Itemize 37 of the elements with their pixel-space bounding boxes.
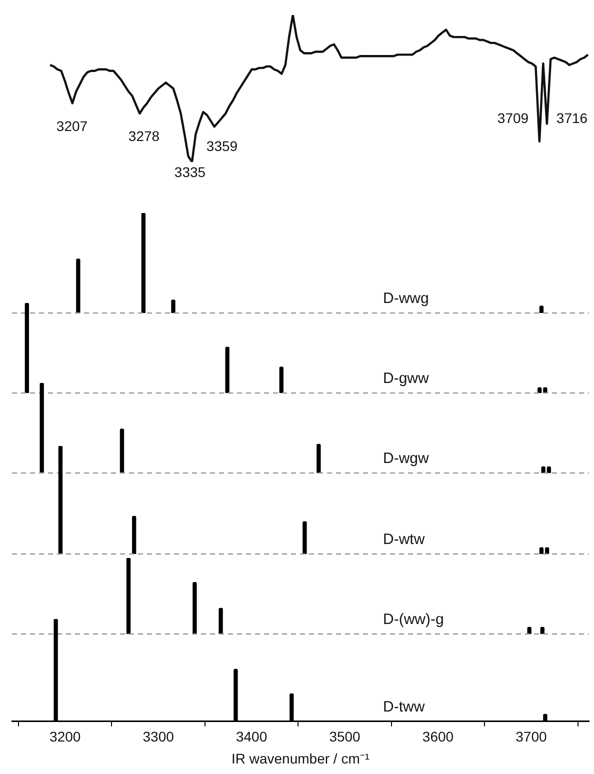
bar — [279, 366, 284, 393]
x-axis-title: IR wavenumber / cm⁻¹ — [231, 750, 370, 766]
x-tick-label: 3400 — [236, 728, 268, 745]
text: D-wgw — [383, 450, 429, 467]
x-tick-label: 3200 — [50, 728, 81, 745]
bar — [192, 582, 197, 634]
x-tick-label: 3300 — [142, 728, 174, 745]
text: D-(ww)-g — [383, 611, 444, 628]
bar — [132, 516, 136, 554]
bar — [120, 428, 124, 473]
annotation: 3709 — [497, 110, 529, 126]
bar — [40, 383, 44, 473]
bar — [171, 300, 176, 313]
annotation: 3278 — [128, 128, 160, 144]
bar — [540, 626, 544, 634]
bar — [24, 303, 29, 393]
x-tick-label: 3600 — [422, 728, 454, 745]
bar — [58, 446, 63, 554]
text: D-tww — [383, 698, 425, 716]
bar — [316, 444, 321, 473]
bar — [141, 213, 146, 313]
x-tick-label: 3500 — [329, 728, 361, 745]
annotation: 3716 — [556, 110, 588, 126]
bar — [539, 306, 544, 313]
bar — [218, 608, 223, 634]
bar — [126, 558, 131, 634]
text: 3335 — [174, 164, 206, 180]
text: D-gww — [383, 370, 429, 387]
bar — [302, 521, 307, 554]
text: D-wtw — [383, 531, 425, 548]
bar — [527, 626, 532, 634]
text: D-wwg — [383, 290, 429, 307]
annotation: 3359 — [206, 138, 238, 154]
x-tick-label: 3700 — [516, 728, 547, 745]
bar — [76, 258, 80, 313]
bar — [225, 346, 230, 393]
annotation: 3207 — [56, 118, 88, 134]
